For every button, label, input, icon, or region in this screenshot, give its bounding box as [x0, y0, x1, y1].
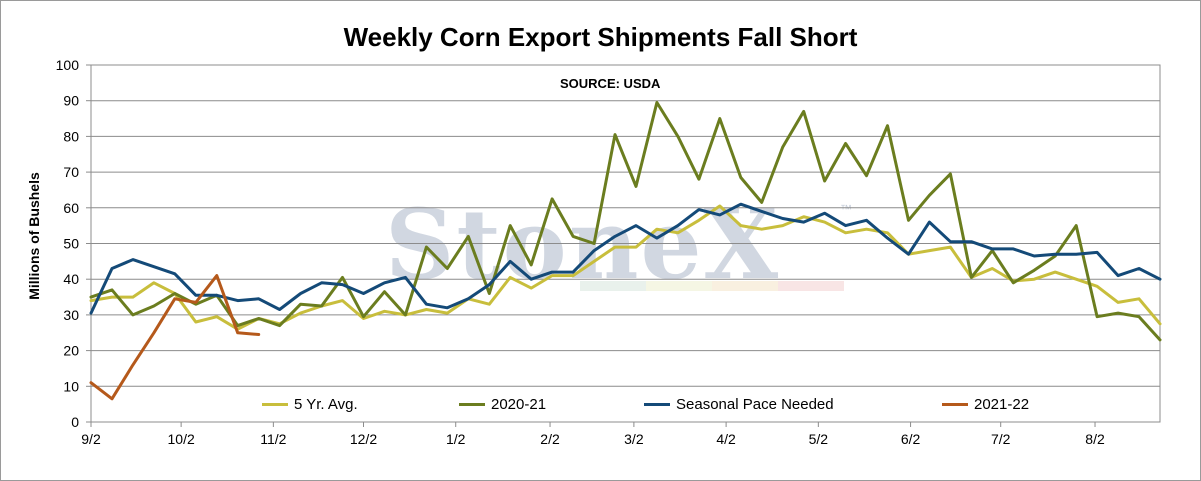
chart-title: Weekly Corn Export Shipments Fall Short: [343, 22, 858, 52]
x-tick-label: 11/2: [260, 431, 286, 447]
legend-swatch-2021-22: [942, 403, 968, 406]
x-tick-label: 7/2: [991, 431, 1011, 447]
y-tick-label: 20: [63, 343, 79, 359]
legend-item-2021-22: 2021-22: [942, 396, 1029, 413]
legend-swatch-5yr-avg: [262, 403, 288, 406]
legend-item-seasonal-pace: Seasonal Pace Needed: [644, 396, 834, 413]
y-axis-label: Millions of Bushels: [26, 172, 42, 300]
watermark-trademark: ™: [840, 202, 852, 216]
y-tick-label: 70: [63, 164, 79, 180]
watermark-band-yellow: [646, 281, 712, 291]
series-5yr-avg-line: [89, 204, 1162, 331]
legend-swatch-seasonal-pace: [644, 403, 670, 406]
series-2020-21-line: [89, 101, 1162, 342]
legend-item-2020-21: 2020-21: [459, 396, 546, 413]
y-tick-label: 10: [63, 378, 79, 394]
legend-item-5yr-avg: 5 Yr. Avg.: [262, 396, 358, 413]
x-tick-label: 9/2: [81, 431, 101, 447]
y-tick-label: 100: [56, 57, 80, 73]
x-tick-label: 5/2: [809, 431, 829, 447]
y-tick-label: 0: [71, 414, 79, 430]
x-tick-label: 6/2: [901, 431, 921, 447]
y-tick-label: 40: [63, 271, 79, 287]
x-tick-label: 1/2: [446, 431, 466, 447]
series-seasonal-pace-line: [89, 202, 1162, 315]
legend-label-5yr-avg: 5 Yr. Avg.: [294, 396, 358, 413]
legend-label-seasonal-pace: Seasonal Pace Needed: [676, 396, 834, 413]
y-tick-label: 80: [63, 128, 79, 144]
x-tick-label: 10/2: [168, 431, 195, 447]
watermark-band-red: [778, 281, 844, 291]
legend-swatch-2020-21: [459, 403, 485, 406]
x-tick-label: 12/2: [350, 431, 377, 447]
y-tick-label: 30: [63, 307, 79, 323]
watermark-band-green: [580, 281, 646, 291]
y-tick-label: 90: [63, 93, 79, 109]
legend-label-2021-22: 2021-22: [974, 396, 1030, 413]
watermark-band-orange: [712, 281, 778, 291]
x-tick-label: 8/2: [1085, 431, 1105, 447]
x-tick-label: 4/2: [716, 431, 736, 447]
x-tick-label: 3/2: [624, 431, 644, 447]
series-2021-22-line: [89, 274, 261, 401]
legend-label-2020-21: 2020-21: [491, 396, 547, 413]
y-tick-label: 60: [63, 200, 79, 216]
y-tick-label: 50: [63, 236, 79, 252]
chart-subtitle: SOURCE: USDA: [560, 76, 661, 91]
x-tick-label: 2/2: [540, 431, 560, 447]
